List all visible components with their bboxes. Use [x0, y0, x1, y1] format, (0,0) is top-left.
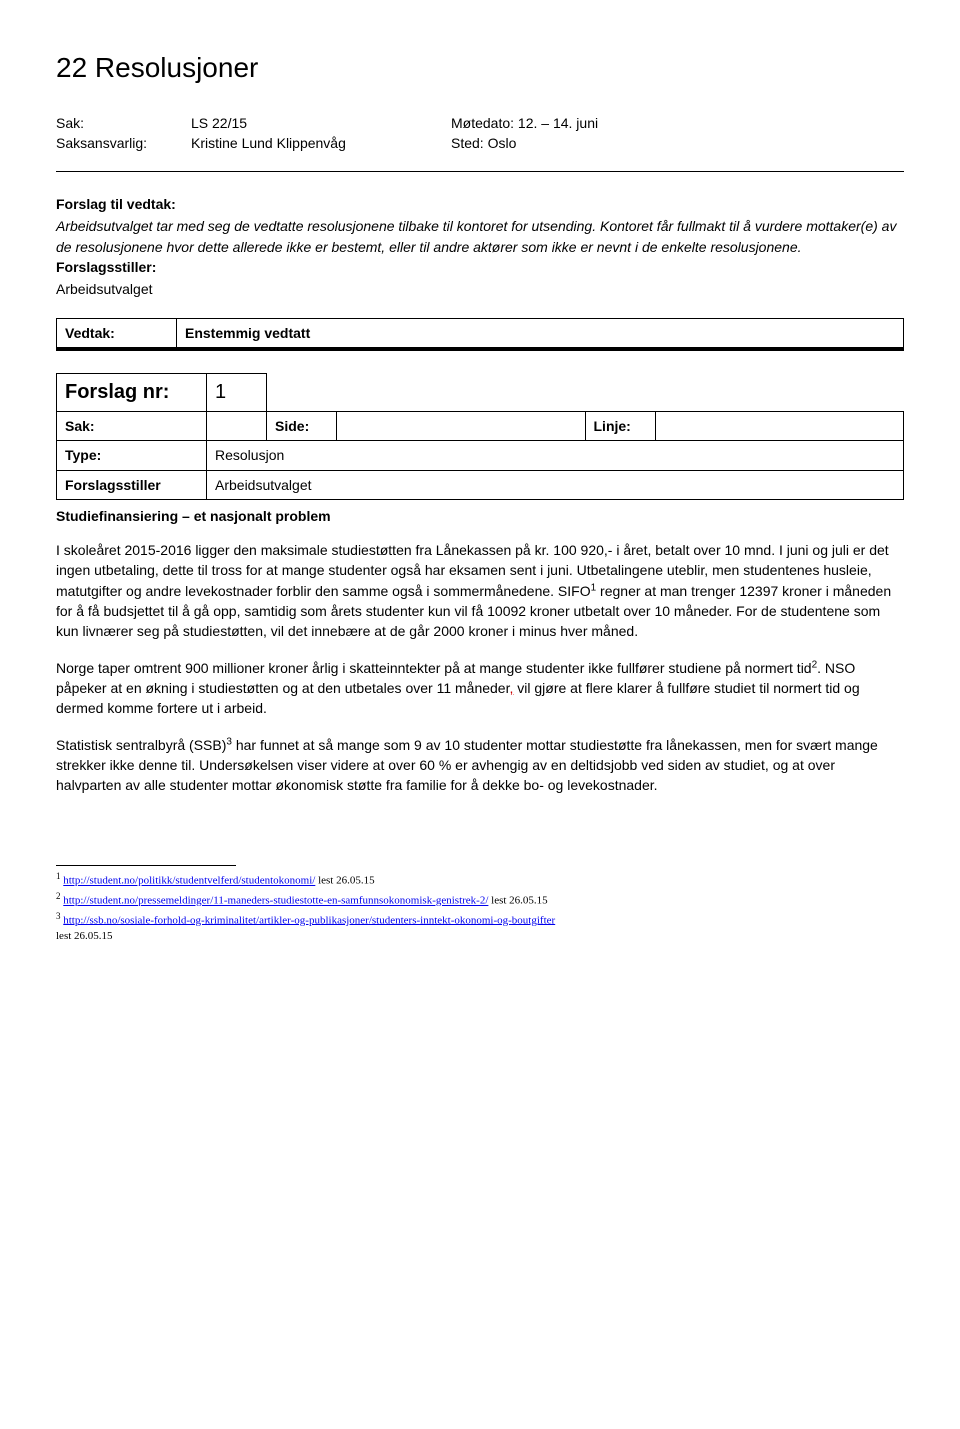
footnotes: 1 http://student.no/politikk/studentvelf… [56, 865, 904, 945]
vedtak-label: Vedtak: [57, 318, 177, 349]
forslag-sak-value [207, 411, 267, 440]
forslagsstiller-value: Arbeidsutvalget [56, 279, 904, 299]
proposal-heading: Forslag til vedtak: [56, 194, 904, 214]
forslag-side-value [337, 411, 586, 440]
meta-motedato: Møtedato: 12. – 14. juni [451, 113, 904, 133]
divider [56, 171, 904, 172]
footnote-1-link[interactable]: http://student.no/politikk/studentvelfer… [63, 875, 315, 887]
footnote-2: 2 http://student.no/pressemeldinger/11-m… [56, 890, 904, 910]
proposal-text: Arbeidsutvalget tar med seg de vedtatte … [56, 216, 904, 257]
meta-block: Sak: LS 22/15 Møtedato: 12. – 14. juni S… [56, 113, 904, 154]
footnote-3-num: 3 [56, 911, 61, 921]
footnote-2-num: 2 [56, 891, 61, 901]
forslag-subject: Studiefinansiering – et nasjonalt proble… [56, 506, 904, 526]
proposal-block: Forslag til vedtak: Arbeidsutvalget tar … [56, 194, 904, 299]
forslag-side-label: Side: [267, 411, 337, 440]
forslag-nr-value: 1 [207, 373, 267, 411]
paragraph-2: Norge taper omtrent 900 millioner kroner… [56, 658, 904, 719]
meta-sak-label: Sak: [56, 113, 191, 133]
forslag-linje-label: Linje: [585, 411, 655, 440]
paragraph-1: I skoleåret 2015-2016 ligger den maksima… [56, 540, 904, 641]
forslag-stiller-value: Arbeidsutvalget [207, 470, 904, 499]
vedtak-value: Enstemmig vedtatt [177, 318, 904, 349]
forslag-sak-label: Sak: [57, 411, 207, 440]
footnote-2-link[interactable]: http://student.no/pressemeldinger/11-man… [63, 895, 488, 907]
forslag-table: Forslag nr: 1 Sak: Side: Linje: Type: Re… [56, 373, 904, 500]
footnote-3-tail: lest 26.05.15 [56, 929, 904, 945]
meta-sak-value: LS 22/15 [191, 113, 451, 133]
meta-ansvarlig-value: Kristine Lund Klippenvåg [191, 133, 451, 153]
decision-table: Vedtak: Enstemmig vedtatt [56, 318, 904, 351]
p2-part-a: Norge taper omtrent 900 millioner kroner… [56, 660, 812, 676]
p3-part-a: Statistisk sentralbyrå (SSB) [56, 737, 226, 753]
footnote-3-link[interactable]: http://ssb.no/sosiale-forhold-og-krimina… [63, 914, 555, 926]
footnote-1-num: 1 [56, 871, 61, 881]
forslagsstiller-label: Forslagsstiller: [56, 257, 904, 277]
forslag-type-value: Resolusjon [207, 441, 904, 470]
forslag-type-label: Type: [57, 441, 207, 470]
forslag-nr-label: Forslag nr: [57, 373, 207, 411]
paragraph-3: Statistisk sentralbyrå (SSB)3 har funnet… [56, 735, 904, 796]
forslag-linje-value [655, 411, 904, 440]
meta-sted: Sted: Oslo [451, 133, 904, 153]
footnote-3: 3 http://ssb.no/sosiale-forhold-og-krimi… [56, 910, 904, 930]
forslag-stiller-label: Forslagsstiller [57, 470, 207, 499]
meta-ansvarlig-label: Saksansvarlig: [56, 133, 191, 153]
footnote-1: 1 http://student.no/politikk/studentvelf… [56, 870, 904, 890]
page-title: 22 Resolusjoner [56, 48, 904, 89]
footnote-1-tail: lest 26.05.15 [315, 875, 374, 887]
footnote-2-tail: lest 26.05.15 [488, 895, 547, 907]
footnote-rule [56, 865, 236, 866]
